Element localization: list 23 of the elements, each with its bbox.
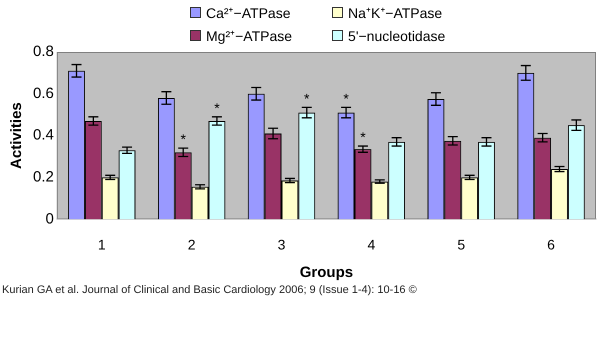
legend-label: 5'−nucleotidase xyxy=(348,28,446,44)
y-tick-label: 0.2 xyxy=(32,168,54,186)
x-tick-label: 3 xyxy=(278,236,286,252)
data-label: * xyxy=(214,100,220,116)
y-axis-title: Activities xyxy=(8,102,26,169)
x-tick-label: 6 xyxy=(547,236,556,252)
x-tick-label: 5 xyxy=(457,236,466,252)
y-tick-label: 0.6 xyxy=(32,84,54,102)
legend-label: Na⁺K⁺−ATPase xyxy=(348,4,442,22)
data-label: * xyxy=(360,129,366,146)
text: Kurian GA et al. Journal of Clinical and Basic Cardiology 2006; 9 (Issue 1-4): 10-16 © xyxy=(2,284,417,296)
legend-label: Mg²⁺−ATPase xyxy=(206,27,292,45)
x-tick-label: 4 xyxy=(367,236,376,252)
x-tick-label: 1 xyxy=(98,236,106,252)
data-label: * xyxy=(304,90,310,106)
data-label: * xyxy=(343,90,350,106)
y-tick-label: 0 xyxy=(46,210,54,228)
y-tick-label: 0.4 xyxy=(32,126,54,144)
x-axis-title: Groups xyxy=(300,264,354,282)
data-label: * xyxy=(180,131,186,148)
y-tick-label: 0.8 xyxy=(32,43,54,60)
legend-label: Ca²⁺−ATPase xyxy=(206,4,290,22)
x-tick-label: 2 xyxy=(188,236,196,252)
